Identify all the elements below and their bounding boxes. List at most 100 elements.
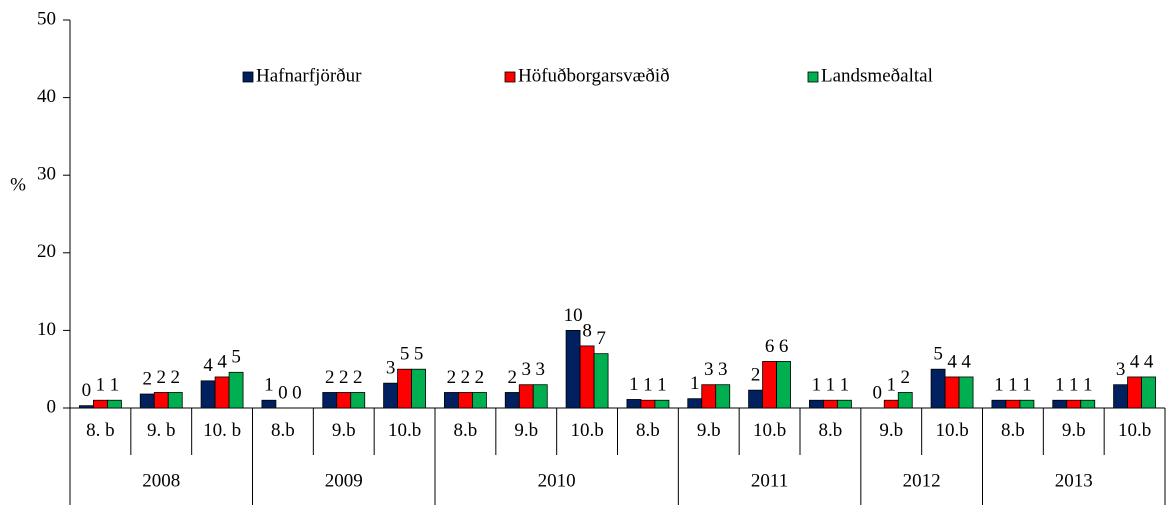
legend-label: Landsmeðaltal: [821, 65, 933, 86]
data-label: 1: [1008, 375, 1018, 396]
data-label: 1: [96, 375, 106, 396]
bar: [472, 392, 487, 409]
bar: [1005, 399, 1021, 409]
x-tick-label: 9.b: [1062, 420, 1086, 441]
y-tick-label: 20: [37, 241, 56, 262]
data-label: 1: [812, 375, 822, 396]
bar: [762, 361, 777, 409]
group-label: 2012: [903, 470, 941, 491]
x-tick-label: 8.b: [636, 420, 660, 441]
bar: [626, 399, 642, 409]
data-label: 4: [947, 351, 957, 372]
bar: [214, 376, 230, 409]
data-label: 2: [508, 367, 518, 388]
data-label: 3: [536, 359, 546, 380]
data-label: 6: [765, 336, 775, 357]
x-tick-label: 10.b: [388, 420, 421, 441]
bar: [883, 399, 899, 409]
data-label: 7: [596, 328, 606, 349]
bar: [167, 392, 183, 409]
data-label: 1: [690, 373, 700, 394]
x-tick-label: 9. b: [147, 420, 176, 441]
bar: [593, 353, 609, 409]
bar: [518, 384, 534, 409]
bar: [504, 392, 520, 409]
y-tick-label: 50: [37, 8, 56, 29]
x-tick-label: 8.b: [271, 420, 295, 441]
group-label: 2011: [751, 470, 788, 491]
bar: [383, 382, 398, 409]
bar: [200, 380, 216, 409]
bar: [139, 393, 155, 409]
legend-label: Höfuðborgarsvæðið: [518, 65, 670, 86]
bar: [654, 399, 670, 409]
bar: [532, 384, 548, 409]
data-label: 2: [353, 367, 363, 388]
bar: [336, 392, 352, 409]
bar: [944, 376, 960, 409]
data-label: 2: [475, 367, 485, 388]
data-label: 2: [751, 365, 761, 386]
data-label: 1: [629, 374, 639, 395]
data-label: 2: [901, 367, 911, 388]
data-label: 2: [461, 367, 471, 388]
data-label: 0: [82, 380, 92, 401]
bar: [1052, 399, 1068, 409]
data-label: 1: [1022, 375, 1032, 396]
data-label: 1: [657, 375, 667, 396]
bar: [837, 399, 852, 409]
x-tick-label: 9.b: [879, 420, 903, 441]
group-label: 2008: [142, 470, 180, 491]
data-label: 3: [386, 358, 396, 379]
data-label: 1: [643, 375, 653, 396]
bar: [411, 368, 426, 409]
data-label: 4: [1144, 351, 1154, 372]
data-label: 6: [779, 336, 789, 357]
bar: [397, 368, 412, 409]
bar: [1080, 399, 1096, 409]
bar: [823, 399, 838, 409]
data-label: 3: [718, 359, 728, 380]
x-tick-label: 10. b: [203, 420, 241, 441]
data-label: 5: [400, 344, 410, 365]
data-label: 2: [447, 367, 457, 388]
data-label: 3: [1116, 359, 1126, 380]
bar: [748, 389, 763, 409]
x-tick-label: 8.b: [819, 420, 843, 441]
data-label: 0: [873, 382, 883, 403]
legend-swatch: [242, 71, 254, 83]
y-tick-label: 0: [47, 396, 57, 417]
data-label: 1: [264, 375, 274, 396]
y-axis-label: %: [10, 174, 26, 195]
data-label: 2: [339, 367, 349, 388]
legend-swatch: [504, 71, 516, 83]
y-tick-label: 10: [37, 319, 56, 340]
bar: [153, 392, 169, 409]
data-label: 5: [231, 347, 241, 368]
group-label: 2013: [1055, 470, 1093, 491]
data-label: 0: [292, 382, 302, 403]
bar: [809, 399, 824, 409]
bar: [107, 399, 122, 409]
data-label: 1: [840, 375, 850, 396]
bar: [565, 329, 581, 409]
bar: [930, 368, 946, 409]
x-tick-label: 8. b: [86, 420, 115, 441]
data-label: 2: [171, 367, 181, 388]
x-tick-label: 9.b: [332, 420, 356, 441]
x-tick-label: 10.b: [753, 420, 786, 441]
data-label: 2: [157, 367, 167, 388]
data-label: 3: [522, 359, 532, 380]
data-label: 4: [961, 351, 971, 372]
bar: [444, 392, 459, 409]
bar: [701, 384, 717, 409]
bar: [640, 399, 656, 409]
data-label: 2: [143, 368, 153, 389]
legend-swatch: [807, 71, 819, 83]
bar: [897, 392, 913, 409]
bar: [261, 399, 277, 409]
bar: [715, 384, 731, 409]
bar: [1066, 399, 1082, 409]
